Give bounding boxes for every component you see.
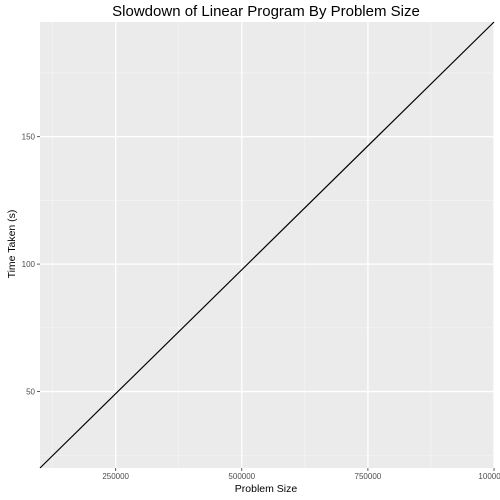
series-layer xyxy=(39,21,495,469)
major-gridlines xyxy=(40,22,495,468)
y-tick-label: 100 xyxy=(22,260,36,269)
x-tick-label: 500000 xyxy=(228,472,255,481)
x-axis-label: Problem Size xyxy=(235,483,298,495)
y-tick-label: 150 xyxy=(22,133,36,142)
x-axis: 250000 500000 750000 1000000 xyxy=(102,468,500,481)
series-line xyxy=(39,21,495,469)
chart-title: Slowdown of Linear Program By Problem Si… xyxy=(112,3,420,20)
x-tick-label: 250000 xyxy=(102,472,129,481)
x-tick-label: 750000 xyxy=(355,472,382,481)
y-axis: 50 100 150 xyxy=(22,133,40,397)
x-tick-label: 1000000 xyxy=(478,472,500,481)
y-axis-label: Time Taken (s) xyxy=(6,210,18,279)
y-tick-label: 50 xyxy=(26,388,35,397)
